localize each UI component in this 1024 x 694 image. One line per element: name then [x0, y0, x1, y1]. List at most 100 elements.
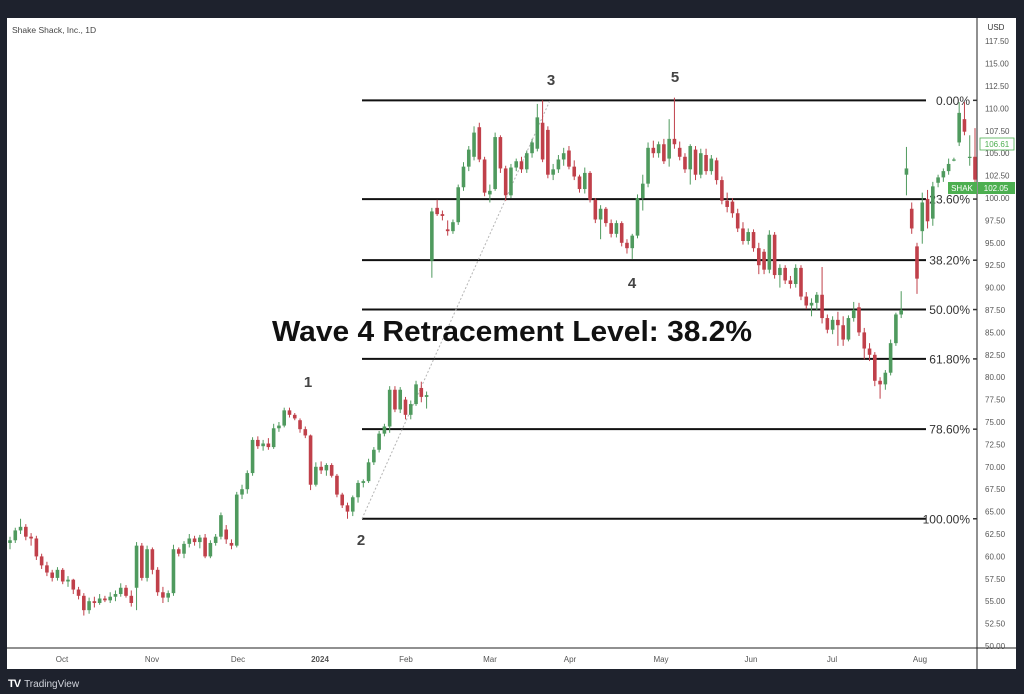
candle — [176, 547, 181, 557]
candle — [667, 119, 671, 167]
price-axis[interactable]: 50.00 52.50 55.00 57.50 60.00 62.50 65.00 67.50… — [985, 37, 1010, 651]
candle-body — [741, 228, 745, 242]
candle — [788, 275, 793, 289]
candle-body — [34, 538, 39, 557]
candle — [60, 568, 65, 585]
candle — [709, 154, 714, 175]
candle-body — [477, 127, 482, 160]
candle — [198, 534, 202, 549]
candle — [767, 230, 772, 274]
candle — [925, 189, 930, 229]
price-tick-label: 67.50 — [985, 485, 1006, 494]
price-tick-label: 115.00 — [985, 60, 1009, 69]
candle — [8, 536, 12, 550]
candle — [271, 423, 276, 449]
candle — [830, 316, 835, 335]
candle — [941, 168, 946, 182]
candle-body — [13, 530, 18, 541]
candle — [677, 141, 682, 161]
candle — [34, 535, 39, 560]
candle-body — [50, 572, 54, 578]
fib-level-label: 78.60% — [929, 423, 970, 437]
candle — [424, 391, 429, 409]
candle — [862, 327, 867, 360]
candle — [245, 470, 250, 494]
time-tick-label: Mar — [483, 655, 497, 664]
candle-body — [219, 515, 223, 537]
candle — [187, 534, 192, 548]
price-tick-label: 97.50 — [985, 216, 1006, 225]
time-tick-label: Jul — [827, 655, 837, 664]
candle — [398, 387, 403, 414]
candle-body — [345, 505, 350, 512]
candle-body — [356, 482, 360, 498]
candle-body — [451, 222, 455, 232]
high-price-value: 106.61 — [985, 140, 1010, 149]
tradingview-logo-icon: TV — [8, 678, 21, 690]
brand-name[interactable]: TradingView — [24, 678, 80, 690]
candle-body — [899, 310, 903, 315]
candle-body — [435, 207, 439, 215]
candle-body — [424, 395, 429, 397]
candle — [129, 590, 134, 607]
candle — [408, 400, 413, 420]
price-tick-label: 55.00 — [985, 597, 1006, 606]
candle — [182, 541, 186, 559]
candle-body — [466, 149, 471, 167]
candle-body — [714, 160, 719, 181]
fib-trend-line — [361, 100, 551, 519]
candle-body — [925, 198, 930, 222]
candle-body — [282, 410, 287, 426]
candle — [55, 567, 60, 581]
candle-body — [198, 537, 202, 543]
candle-body — [482, 159, 487, 193]
candle — [619, 221, 624, 247]
candle — [329, 463, 334, 478]
candle — [277, 422, 281, 432]
candle-body — [788, 280, 793, 285]
candle — [387, 386, 392, 433]
candle — [477, 122, 482, 163]
candle-body — [308, 435, 313, 485]
candle — [314, 462, 318, 487]
candle-body — [535, 117, 540, 149]
candle-body — [493, 137, 497, 190]
fibonacci-retracement[interactable]: 0.00% 23.60% 38.20% 50.00% 61.80% 78.60% 100.0… — [362, 94, 977, 526]
candle — [287, 407, 292, 418]
candle — [39, 553, 44, 569]
candle-body — [936, 177, 940, 183]
candle-body — [756, 248, 761, 266]
candle — [24, 524, 28, 541]
candle-body — [909, 208, 914, 229]
candle — [646, 142, 650, 188]
candle-body — [398, 389, 403, 410]
candle — [904, 146, 909, 196]
candle — [482, 156, 487, 197]
candle — [219, 512, 223, 540]
candle — [66, 576, 70, 587]
time-axis[interactable]: Oct Nov Dec 2024 Feb Mar Apr May Jun Jul Aug — [56, 655, 927, 664]
candle-body — [171, 549, 176, 594]
candle-body — [799, 267, 803, 297]
price-tick-label: 102.50 — [985, 172, 1010, 181]
candle — [430, 207, 434, 278]
candle-body — [509, 167, 513, 196]
candle — [234, 491, 239, 548]
candle — [640, 174, 645, 211]
candle-body — [572, 166, 577, 177]
candle-body — [498, 137, 503, 169]
candle — [419, 381, 424, 403]
candle-body — [203, 537, 207, 557]
candle — [493, 132, 497, 191]
candle-body — [698, 153, 703, 175]
price-tick-label: 52.50 — [985, 620, 1006, 629]
candle-body — [71, 579, 76, 590]
candle — [577, 174, 582, 193]
candle-body — [625, 242, 629, 249]
candle-body — [677, 147, 682, 157]
candle — [651, 140, 656, 158]
candle — [435, 199, 439, 216]
price-tick-label: 62.50 — [985, 530, 1006, 539]
price-tick-label: 60.00 — [985, 552, 1006, 561]
